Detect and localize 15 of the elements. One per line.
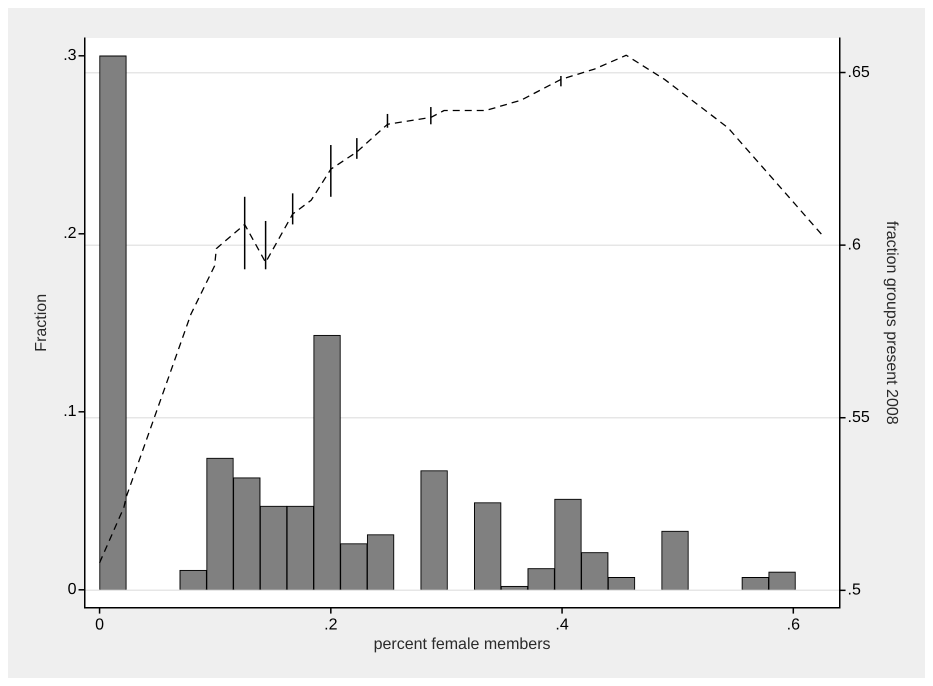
y-tick-label: 0 — [68, 581, 77, 598]
x-tick-label: .4 — [555, 616, 569, 634]
y-tick-label: .3 — [63, 47, 77, 64]
x-axis-title: percent female members — [374, 636, 551, 653]
x-tick-label: 0 — [95, 616, 104, 634]
y-tick-label: .2 — [63, 225, 77, 242]
y2-axis-title: fraction groups present 2008 — [882, 220, 900, 425]
y2-tick-label: .5 — [848, 582, 862, 599]
y2-tick-label: .6 — [848, 236, 862, 254]
y-tick-label: .1 — [63, 403, 77, 420]
x-tick-label: .2 — [324, 616, 338, 634]
y-axis-title: Fraction — [33, 294, 50, 352]
y2-tick-label: .55 — [848, 409, 870, 426]
y2-tick-label: .65 — [848, 64, 870, 81]
x-tick-label: .6 — [786, 616, 800, 634]
